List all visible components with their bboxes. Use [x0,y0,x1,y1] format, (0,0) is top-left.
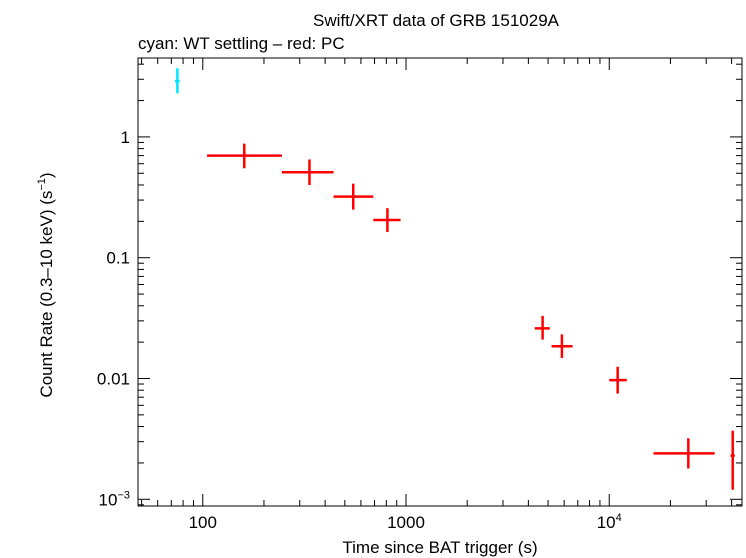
series-wt-settling [175,68,180,94]
y-tick-label: 0.01 [97,369,130,388]
y-axis-label: Count Rate (0.3–10 keV) (s−1) [36,172,56,397]
x-axis-label: Time since BAT trigger (s) [342,538,537,557]
y-tick-label: 10−3 [99,489,130,509]
x-tick-label: 104 [597,512,622,532]
data-point [534,315,550,340]
data-point [609,366,627,394]
data-point [207,143,282,169]
data-points [175,68,735,490]
data-point [281,159,334,185]
data-point [551,334,573,358]
x-tick-label: 1000 [387,513,425,532]
plot-frame [137,57,743,507]
data-point [653,438,715,469]
chart-subtitle: cyan: WT settling – red: PC [138,34,345,53]
data-point [730,430,735,490]
series-pc [207,143,735,490]
y-tick-label: 0.1 [106,249,130,268]
data-point [175,68,180,94]
data-point [373,208,401,233]
y-tick-label: 1 [121,128,130,147]
data-point [333,183,374,210]
axis-tick-labels: 100 1000 104 1 0.1 0.01 10−3 [97,128,622,532]
y-axis-label-group: Count Rate (0.3–10 keV) (s−1) [36,172,56,397]
x-tick-label: 100 [189,513,217,532]
axis-ticks [138,58,742,506]
chart-title: Swift/XRT data of GRB 151029A [313,11,560,30]
